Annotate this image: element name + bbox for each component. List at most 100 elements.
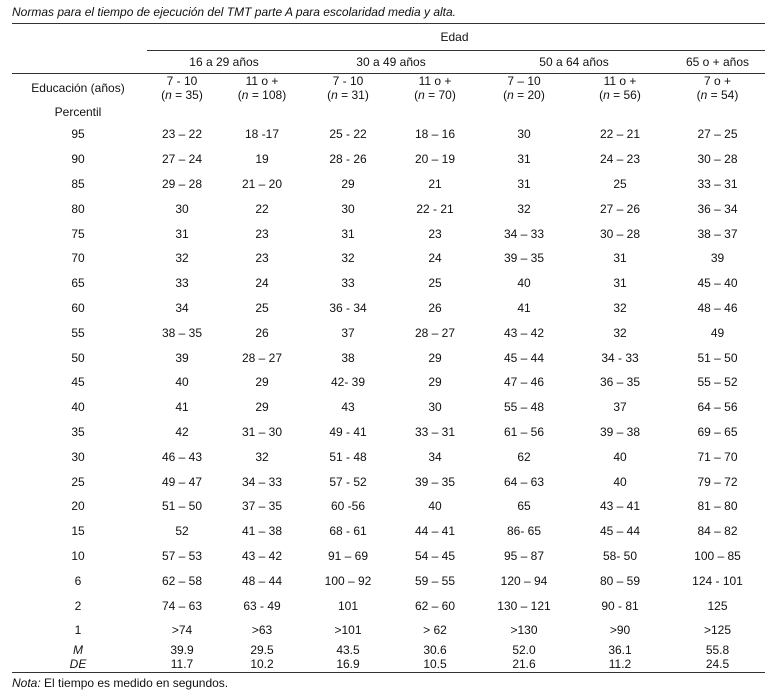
- value-cell: 33 – 31: [697, 176, 738, 191]
- value-cell: 29: [341, 176, 355, 191]
- value-cell: 29 – 28: [161, 176, 203, 191]
- stat-value: 11.7: [170, 656, 194, 671]
- value-cell: 101: [337, 598, 359, 613]
- value-cell: 34: [175, 300, 189, 315]
- value-cell: 26: [428, 300, 442, 315]
- value-cell: 40: [428, 499, 442, 514]
- note-text: El tiempo es medido en segundos.: [40, 676, 229, 690]
- value-cell: 39 – 38: [599, 424, 641, 439]
- stat-value: 52.0: [512, 642, 536, 657]
- value-cell: 32: [255, 449, 269, 464]
- n-value: 56: [623, 87, 637, 102]
- table-row: 95 23 – 22 18 -17 25 - 22 18 – 16 30 22 – 21 27…: [12, 122, 765, 147]
- value-cell: 18 – 16: [414, 127, 456, 142]
- table-row: 45 40 29 42- 39 29 47 – 46 36 – 35 55 – 52: [12, 370, 765, 395]
- value-cell: 48 – 46: [697, 300, 738, 315]
- value-cell: >63: [251, 623, 273, 638]
- percentile-cell: 85: [71, 176, 85, 191]
- table-row: 55 38 – 35 26 37 28 – 27 43 – 42 32 49: [12, 320, 765, 345]
- value-cell: 30 – 28: [697, 152, 738, 167]
- percentile-cell: 10: [71, 548, 85, 563]
- value-cell: 34 – 33: [241, 474, 283, 489]
- n-value: 31: [351, 87, 365, 102]
- value-cell: 32: [613, 300, 627, 315]
- n-value: 20: [527, 87, 541, 102]
- table-row: 80 30 22 30 22 - 21 32 27 – 26 36 – 34: [12, 196, 765, 221]
- stat-value: 16.9: [336, 656, 360, 671]
- value-cell: 37: [613, 400, 627, 415]
- value-cell: 28 - 26: [329, 152, 367, 167]
- stat-value: 43.5: [336, 642, 360, 657]
- value-cell: 23: [428, 226, 442, 241]
- value-cell: 23 – 22: [161, 127, 203, 142]
- value-cell: 100 – 85: [694, 548, 741, 563]
- value-cell: 38: [341, 350, 355, 365]
- value-cell: 22 - 21: [416, 201, 454, 216]
- value-cell: 49 - 41: [329, 424, 367, 439]
- value-cell: 84 – 82: [697, 524, 738, 539]
- value-cell: 33 – 31: [414, 424, 456, 439]
- value-cell: 27 – 25: [697, 127, 738, 142]
- value-cell: >125: [703, 623, 732, 638]
- table-row: 85 29 – 28 21 – 20 29 21 31 25 33 – 31: [12, 172, 765, 197]
- value-cell: 36 – 35: [599, 375, 641, 390]
- value-cell: 30: [175, 201, 189, 216]
- n-value: 108: [262, 87, 283, 102]
- value-cell: 40: [613, 474, 627, 489]
- value-cell: 71 – 70: [697, 449, 738, 464]
- value-cell: 24: [428, 251, 442, 266]
- sample-size: (n = 56): [599, 87, 641, 102]
- value-cell: 37 – 35: [241, 499, 283, 514]
- value-cell: 80 – 59: [599, 573, 641, 588]
- value-cell: 22 – 21: [599, 127, 641, 142]
- stat-value: 39.9: [170, 642, 194, 657]
- value-cell: 33: [175, 276, 189, 291]
- value-cell: 23: [255, 226, 269, 241]
- age-group: 50 a 64 años: [539, 54, 609, 69]
- percentile-cell: 25: [71, 474, 85, 489]
- value-cell: 34 – 33: [503, 226, 545, 241]
- value-cell: 63 - 49: [243, 598, 281, 613]
- edad-header: Edad: [440, 29, 469, 44]
- value-cell: 120 – 94: [500, 573, 548, 588]
- value-cell: 55 – 48: [503, 400, 545, 415]
- n-symbol: n: [331, 87, 338, 102]
- value-cell: 31: [175, 226, 189, 241]
- value-cell: 31: [613, 276, 627, 291]
- value-cell: 51 – 50: [697, 350, 738, 365]
- percentile-cell: 30: [71, 449, 85, 464]
- education-level: 11 o +: [245, 73, 279, 88]
- education-level-cell: 11 o + (n = 56): [570, 74, 670, 102]
- value-cell: 32: [613, 325, 627, 340]
- percentile-cell: 6: [74, 573, 82, 588]
- value-cell: 18 -17: [244, 127, 280, 142]
- n-value: 35: [185, 87, 199, 102]
- sample-size: (n = 31): [327, 87, 369, 102]
- value-cell: 26: [255, 325, 269, 340]
- value-cell: 43 – 42: [241, 548, 283, 563]
- value-cell: 130 – 121: [497, 598, 551, 613]
- sample-size: (n = 20): [503, 87, 545, 102]
- norms-table: Edad 16 a 29 años 30 a 49 años 50 a 64 a…: [12, 23, 765, 671]
- education-level-cell: 7 – 10 (n = 20): [478, 74, 570, 102]
- value-cell: 62: [517, 449, 531, 464]
- value-cell: 57 – 53: [161, 548, 203, 563]
- value-cell: 86- 65: [506, 524, 542, 539]
- value-cell: 34: [428, 449, 442, 464]
- table-row: 75 31 23 31 23 34 – 33 30 – 28 38 – 37: [12, 221, 765, 246]
- percentile-cell: 40: [71, 400, 85, 415]
- percentile-cell: 45: [71, 375, 85, 390]
- value-cell: 51 – 50: [161, 499, 203, 514]
- education-level-cell: 7 - 10 (n = 35): [144, 74, 220, 102]
- age-group: 30 a 49 años: [356, 54, 426, 69]
- percentile-label-row: Percentil: [12, 102, 765, 122]
- value-cell: 62 – 58: [161, 573, 203, 588]
- value-cell: 42: [175, 424, 189, 439]
- value-cell: 68 - 61: [329, 524, 367, 539]
- stat-value: 36.1: [608, 642, 632, 657]
- value-cell: 30: [428, 400, 442, 415]
- value-cell: 32: [341, 251, 355, 266]
- header-rule: [12, 73, 765, 74]
- value-cell: 23: [255, 251, 269, 266]
- table-caption: Normas para el tiempo de ejecución del T…: [12, 5, 456, 19]
